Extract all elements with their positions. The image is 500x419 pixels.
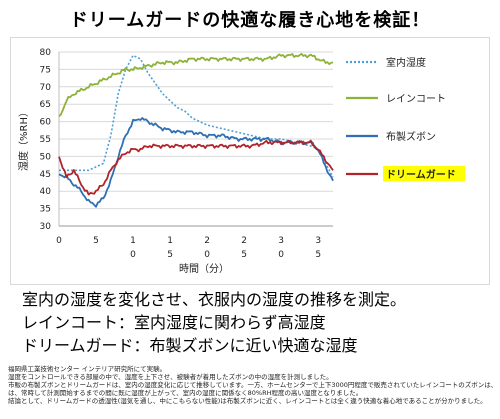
legend-label-cotton: 布製ズボン <box>386 130 436 143</box>
y-tick-label: 30 <box>40 222 52 232</box>
x-tick-label: 3 <box>315 236 321 246</box>
y-tick-label: 35 <box>40 205 51 215</box>
y-tick-label: 50 <box>40 152 52 162</box>
note-line-2: 湿度をコントロールできる部屋の中で、湿度を上下させ、被験者が着用したズボンの中の… <box>8 373 333 381</box>
x-axis-title: 時間（分） <box>179 263 229 275</box>
series-line-dreamguard <box>58 139 334 196</box>
y-tick-label: 80 <box>40 48 52 58</box>
y-axis-title: 湿度（%RH） <box>17 107 30 171</box>
x-tick-label-second-digit: 0 <box>130 250 136 260</box>
summary-line-2: レインコート：室内湿度に関わらず高湿度 <box>22 313 326 332</box>
legend-label-raincoat: レインコート <box>386 94 446 105</box>
x-tick-label: 5 <box>93 236 99 246</box>
chart-panel: 30 35 40 45 50 55 60 65 70 75 80 0 5 1 0 1 5 2 0 2 5 3 0 3 5 時間（分… <box>10 37 490 285</box>
note-line-3: 市販の布製ズボンとドリームガードは、室内の湿度変化に応じて推移しています。一方、… <box>8 381 494 389</box>
y-tick-label: 75 <box>40 65 51 75</box>
note-line-4: は、常時して計測開始するまでの間に既に湿度が上がって、室内の湿度に関係なく80%… <box>8 389 363 397</box>
x-tick-label: 1 <box>130 236 136 246</box>
series-line-cotton <box>58 117 334 208</box>
page-title: ドリームガードの快適な履き心地を検証！ <box>69 10 431 31</box>
x-tick-label: 3 <box>278 236 284 246</box>
legend-label-dreamguard: ドリームガード <box>386 168 456 181</box>
x-tick-label-second-digit: 0 <box>204 250 210 260</box>
y-tick-label: 55 <box>40 135 51 145</box>
legend-label-room: 室内湿度 <box>386 56 426 69</box>
x-tick-label: 1 <box>167 236 173 246</box>
x-tick-label-second-digit: 5 <box>167 250 173 260</box>
series-line-room <box>59 54 334 178</box>
y-tick-label: 40 <box>40 187 52 197</box>
x-tick-label: 2 <box>204 236 210 246</box>
y-tick-label: 60 <box>40 118 52 128</box>
note-line-1: 福岡県工業技術センター インテリア研究所にて実験。 <box>8 365 167 373</box>
x-tick-label-second-digit: 0 <box>278 250 284 260</box>
summary-line-1: 室内の湿度を変化させ、衣服内の湿度の推移を測定。 <box>22 290 407 309</box>
x-tick-label: 0 <box>56 236 62 246</box>
series-line-raincoat <box>58 52 334 118</box>
y-tick-label: 45 <box>40 170 51 180</box>
y-tick-label: 65 <box>40 100 51 110</box>
note-line-5: 結論として、ドリームガードの透湿性(湿気を通し、中にこもらない性能)は布製ズボン… <box>8 397 487 405</box>
x-tick-label: 2 <box>241 236 247 246</box>
x-tick-label-second-digit: 5 <box>315 250 321 260</box>
legend-highlight <box>383 166 465 181</box>
x-tick-label-second-digit: 5 <box>241 250 247 260</box>
y-tick-label: 70 <box>40 83 52 93</box>
summary-line-3: ドリームガード：布製ズボンに近い快適な湿度 <box>22 336 358 355</box>
